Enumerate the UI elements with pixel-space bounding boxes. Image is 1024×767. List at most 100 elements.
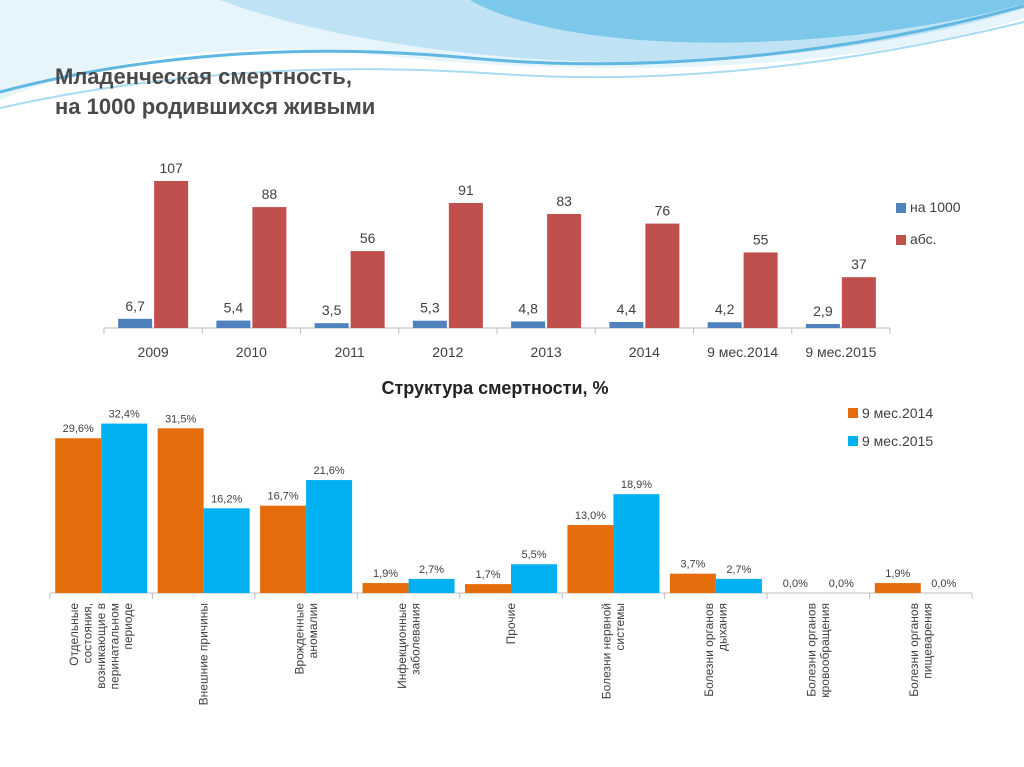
data-label-9-months-2015: 2,7% — [726, 564, 751, 576]
bar-9-months-2014 — [669, 573, 716, 593]
bar-absolute — [743, 252, 778, 328]
x-tick-label: 2010 — [236, 344, 267, 360]
legend-label-9-months-2015: 9 мес.2015 — [862, 433, 933, 449]
bar-9-months-2014 — [567, 525, 614, 593]
data-label-absolute: 91 — [458, 182, 474, 198]
bar-absolute — [252, 207, 287, 328]
data-label-per-1000: 2,9 — [813, 303, 833, 319]
bar-per-1000 — [707, 322, 742, 328]
x-tick-label-line: кровообращения — [818, 603, 832, 698]
data-label-9-months-2014: 16,7% — [268, 491, 299, 503]
bar-9-months-2014 — [55, 438, 102, 593]
bar-absolute — [350, 251, 385, 328]
data-label-per-1000: 5,4 — [224, 300, 244, 316]
data-label-absolute: 83 — [556, 193, 572, 209]
bar-per-1000 — [609, 321, 644, 328]
x-tick-label: Болезни органовкровообращения — [805, 603, 833, 698]
data-label-per-1000: 3,5 — [322, 302, 342, 318]
data-label-per-1000: 6,7 — [125, 298, 145, 314]
bar-9-months-2015 — [408, 578, 455, 593]
data-label-per-1000: 4,8 — [518, 300, 538, 316]
infant-mortality-chart: 6,7 107 2009 5,4 88 2010 3,5 56 2011 5,3 91 2012 4,8… — [103, 160, 961, 360]
data-label-absolute: 56 — [360, 230, 376, 246]
bar-per-1000 — [118, 318, 153, 328]
x-tick-label: Болезни органовпищеварения — [907, 603, 935, 697]
legend-swatch-9-months-2014 — [848, 408, 858, 418]
x-tick-label: 2012 — [432, 344, 463, 360]
x-tick-label: 2009 — [138, 344, 169, 360]
data-label-absolute: 37 — [851, 256, 867, 272]
x-tick-label: 9 мес.2015 — [805, 344, 876, 360]
data-label-9-months-2015: 0,0% — [931, 578, 956, 590]
x-tick-label: Внешние причины — [197, 603, 211, 705]
bar-per-1000 — [511, 321, 546, 328]
x-tick-label-line: системы — [613, 603, 627, 651]
data-label-9-months-2015: 16,2% — [211, 493, 242, 505]
legend-label-absolute: абс. — [910, 231, 937, 247]
x-tick-label: Инфекционныезаболевания — [395, 603, 423, 689]
slide-title: Младенческая смертность, на 1000 родивши… — [55, 62, 375, 122]
x-tick-label-line: Прочие — [504, 603, 518, 645]
bar-9-months-2014 — [362, 583, 409, 593]
x-tick-label: 2011 — [335, 344, 365, 360]
data-label-9-months-2014: 0,0% — [783, 578, 808, 590]
bar-absolute — [645, 223, 680, 328]
data-label-9-months-2014: 1,9% — [373, 568, 398, 580]
legend-label-per-1000: на 1000 — [910, 199, 961, 215]
bar-per-1000 — [216, 320, 251, 328]
bar-per-1000 — [412, 320, 447, 328]
x-tick-label: Прочие — [504, 603, 518, 645]
bar-9-months-2014 — [157, 428, 204, 593]
legend-swatch-per-1000 — [896, 203, 906, 213]
x-tick-label-line: Болезни органов — [805, 603, 819, 697]
x-tick-label-line: заболевания — [408, 603, 422, 675]
data-label-9-months-2015: 0,0% — [829, 578, 854, 590]
data-label-9-months-2014: 1,7% — [475, 569, 500, 581]
bar-9-months-2015 — [306, 480, 353, 593]
data-label-9-months-2014: 31,5% — [165, 413, 196, 425]
data-label-absolute: 76 — [655, 203, 671, 219]
bar-absolute — [547, 213, 582, 328]
structure-chart-title: Структура смертности, % — [381, 378, 608, 398]
data-label-9-months-2015: 18,9% — [621, 479, 652, 491]
legend-label-9-months-2014: 9 мес.2014 — [862, 405, 933, 421]
x-tick-label-line: Болезни органов — [702, 603, 716, 697]
data-label-9-months-2015: 21,6% — [314, 465, 345, 477]
data-label-9-months-2014: 29,6% — [63, 423, 94, 435]
x-tick-label: 2014 — [629, 344, 660, 360]
x-tick-label: Болезни нервнойсистемы — [600, 603, 628, 699]
x-tick-label-line: дыхания — [716, 603, 730, 651]
bar-per-1000 — [314, 323, 349, 328]
bar-9-months-2015 — [613, 494, 660, 593]
bar-9-months-2014 — [465, 584, 511, 593]
mortality-structure-chart: Структура смертности, % 29,6% 32,4% Отдельн… — [49, 378, 973, 705]
x-tick-label: Отдельныесостояния,возникающие вперината… — [67, 603, 135, 690]
x-tick-label-line: аномалии — [306, 603, 320, 658]
x-tick-label-line: Внешние причины — [197, 603, 211, 705]
data-label-9-months-2014: 1,9% — [885, 568, 910, 580]
data-label-9-months-2015: 2,7% — [419, 564, 444, 576]
x-tick-label-line: возникающие в — [94, 603, 108, 689]
legend-swatch-9-months-2015 — [848, 436, 858, 446]
data-label-absolute: 55 — [753, 231, 769, 247]
header-wave-decoration — [0, 0, 1024, 109]
data-label-9-months-2015: 5,5% — [521, 549, 546, 561]
x-tick-label-line: Болезни нервной — [600, 603, 614, 699]
slide-title-line-1: Младенческая смертность, — [55, 64, 352, 89]
x-tick-label-line: Инфекционные — [395, 603, 409, 689]
data-label-absolute: 107 — [159, 160, 183, 176]
data-label-9-months-2014: 13,0% — [575, 510, 606, 522]
bar-9-months-2015 — [715, 578, 762, 593]
data-label-9-months-2014: 3,7% — [680, 559, 705, 571]
bar-9-months-2015 — [203, 508, 250, 593]
slide-title-line-2: на 1000 родившихся живыми — [55, 94, 376, 119]
x-tick-label: Врожденныеаномалии — [292, 603, 320, 675]
bar-9-months-2015 — [511, 564, 557, 593]
bar-absolute — [448, 202, 483, 328]
data-label-absolute: 88 — [262, 186, 278, 202]
x-tick-label: 2013 — [531, 344, 562, 360]
x-tick-label-line: Отдельные — [67, 603, 81, 666]
x-tick-label-line: периоде — [121, 603, 135, 650]
x-tick-label: Болезни органовдыхания — [702, 603, 730, 697]
